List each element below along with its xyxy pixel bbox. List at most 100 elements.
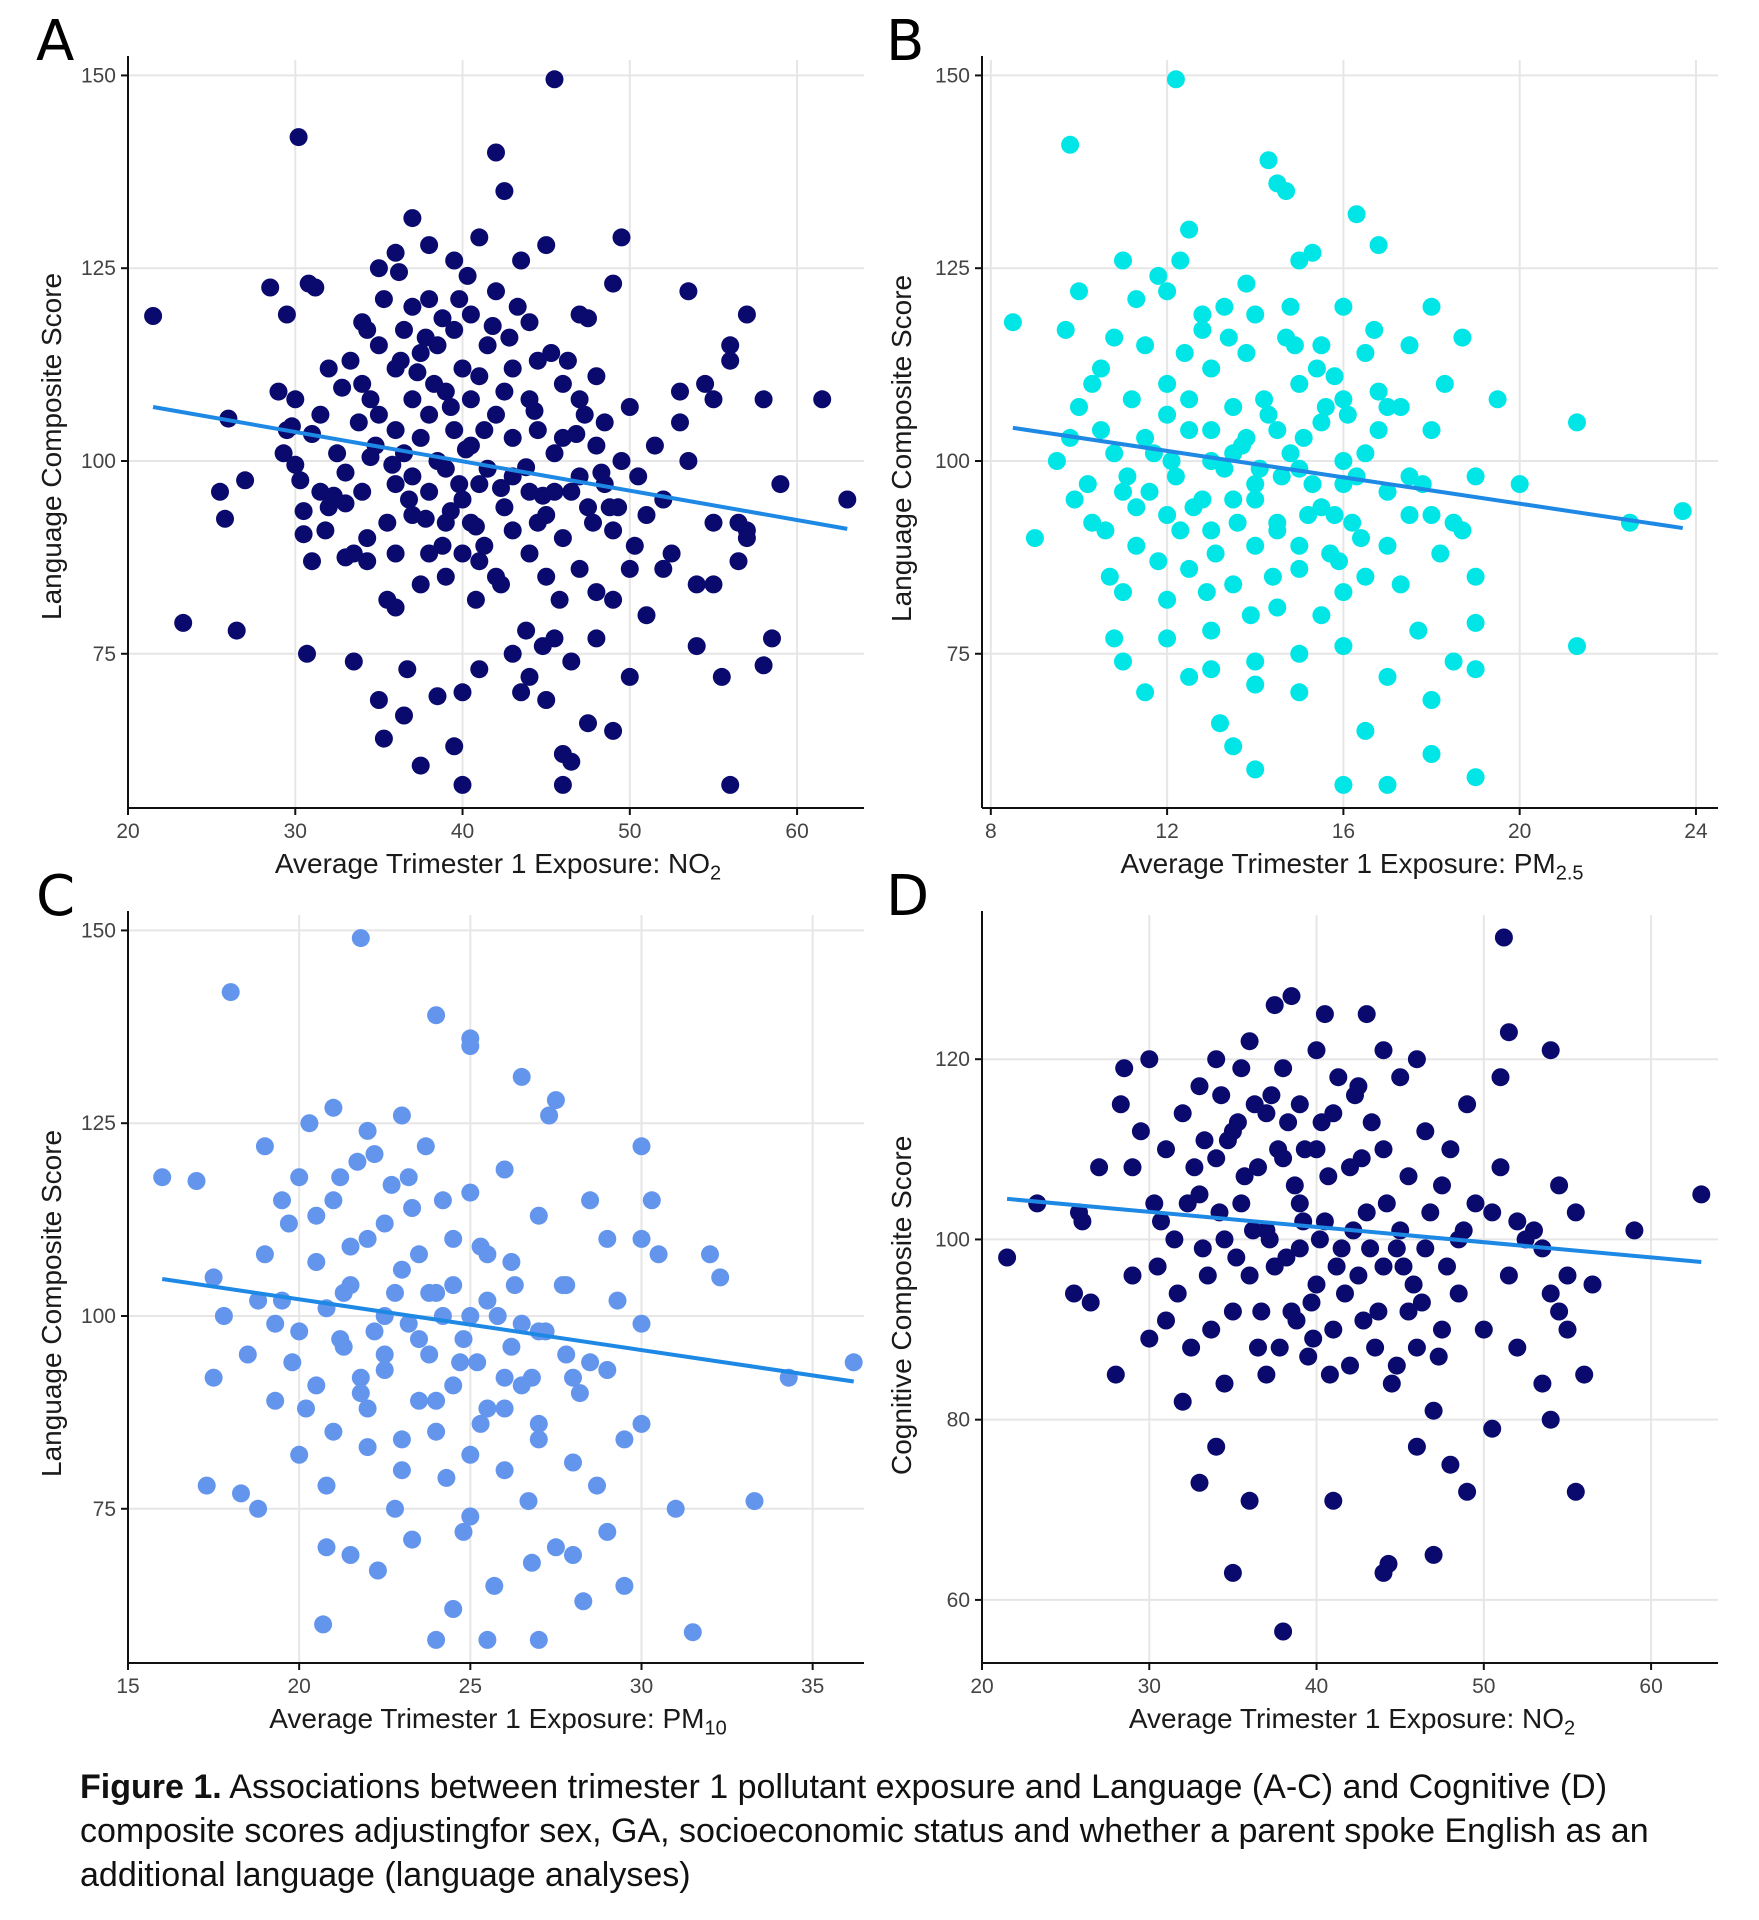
data-point xyxy=(1466,660,1485,679)
y-tick-label: 75 xyxy=(93,643,116,666)
data-point xyxy=(500,328,519,347)
data-point xyxy=(562,752,581,771)
y-tick-label: 150 xyxy=(81,64,116,87)
y-tick-label: 125 xyxy=(935,257,970,280)
data-point xyxy=(392,1430,411,1449)
data-point xyxy=(1325,367,1344,386)
data-point xyxy=(303,552,321,571)
data-point xyxy=(557,1345,576,1364)
data-point xyxy=(478,1630,497,1649)
data-point xyxy=(403,297,422,316)
data-point xyxy=(1324,1491,1343,1510)
data-point xyxy=(1106,1365,1125,1384)
data-point xyxy=(1171,251,1190,270)
y-tick-label: 120 xyxy=(935,1048,970,1071)
data-point xyxy=(712,667,731,686)
data-point xyxy=(453,683,472,702)
data-point xyxy=(266,1391,285,1410)
data-point xyxy=(411,344,430,362)
data-point xyxy=(1334,583,1353,602)
data-point xyxy=(1307,359,1326,378)
data-point xyxy=(564,1368,582,1387)
data-point xyxy=(333,378,352,397)
data-point xyxy=(331,1168,350,1187)
y-tick-label: 75 xyxy=(93,1498,116,1521)
data-point xyxy=(290,1322,309,1341)
data-point xyxy=(1145,1194,1164,1213)
panel-c: C 15 20 25 30 35 75 100 125 150 Language Composi… xyxy=(0,855,880,1740)
data-point xyxy=(1575,1365,1594,1384)
data-point xyxy=(1061,135,1080,154)
data-point xyxy=(351,1384,370,1403)
data-point xyxy=(679,282,698,301)
y-tick-label: 100 xyxy=(81,450,116,473)
data-point xyxy=(1056,320,1075,339)
data-point xyxy=(1369,236,1388,255)
data-point xyxy=(598,1361,617,1379)
data-point xyxy=(1541,1410,1560,1429)
data-point xyxy=(369,405,388,424)
data-point xyxy=(1223,1563,1242,1582)
data-point xyxy=(1424,1401,1443,1420)
data-point xyxy=(1466,467,1485,486)
data-point xyxy=(1422,421,1441,440)
y-tick-label: 100 xyxy=(935,450,970,473)
data-point xyxy=(570,390,589,409)
data-point xyxy=(645,436,664,455)
data-point xyxy=(546,1091,565,1110)
data-point xyxy=(358,1121,377,1140)
data-point xyxy=(403,390,422,409)
data-point xyxy=(519,1492,538,1511)
data-point xyxy=(1400,467,1419,486)
data-point xyxy=(1215,297,1234,316)
data-point xyxy=(319,359,338,378)
data-point xyxy=(410,1391,428,1410)
data-point xyxy=(416,328,435,347)
data-point xyxy=(488,1307,507,1325)
x-tick-label: 16 xyxy=(1332,820,1355,843)
data-point xyxy=(487,143,505,162)
data-point xyxy=(522,1553,541,1572)
data-point xyxy=(416,1137,435,1156)
data-point xyxy=(1409,621,1428,640)
data-point xyxy=(1433,1176,1451,1195)
data-point xyxy=(1285,336,1304,355)
data-point xyxy=(1316,398,1335,416)
data-point xyxy=(1158,405,1177,424)
data-point xyxy=(1270,1338,1289,1357)
data-point xyxy=(1352,1149,1371,1168)
data-point xyxy=(687,637,706,656)
data-point xyxy=(470,660,489,679)
x-axis-label-main: Average Trimester 1 Exposure: PM xyxy=(269,1703,705,1734)
x-tick-label: 20 xyxy=(116,820,139,843)
data-point xyxy=(1206,544,1225,563)
data-point xyxy=(557,1276,576,1295)
x-axis-label: Average Trimester 1 Exposure: PM2.5 xyxy=(982,848,1722,886)
data-point xyxy=(612,452,631,470)
data-point xyxy=(1329,1068,1348,1087)
data-point xyxy=(1114,652,1132,671)
data-point xyxy=(1118,467,1137,486)
data-point xyxy=(1290,683,1309,702)
data-point xyxy=(1105,328,1124,347)
data-point xyxy=(204,1268,223,1287)
data-point xyxy=(1458,1095,1477,1114)
data-point xyxy=(1361,1239,1380,1258)
data-point xyxy=(1422,297,1441,316)
data-point xyxy=(466,590,485,609)
data-point xyxy=(1295,1140,1314,1159)
data-point xyxy=(1299,506,1318,524)
data-point xyxy=(1374,1041,1393,1060)
data-point xyxy=(1433,1320,1451,1339)
data-point xyxy=(1268,598,1287,617)
data-point xyxy=(453,490,472,509)
data-point xyxy=(1315,1005,1334,1024)
data-point xyxy=(537,567,556,586)
data-point xyxy=(1190,1077,1209,1096)
data-point xyxy=(1533,1374,1552,1393)
data-point xyxy=(1277,182,1296,201)
data-point xyxy=(1290,374,1309,393)
data-point xyxy=(1140,1329,1159,1348)
data-point xyxy=(612,228,631,247)
data-point xyxy=(1090,1158,1109,1177)
